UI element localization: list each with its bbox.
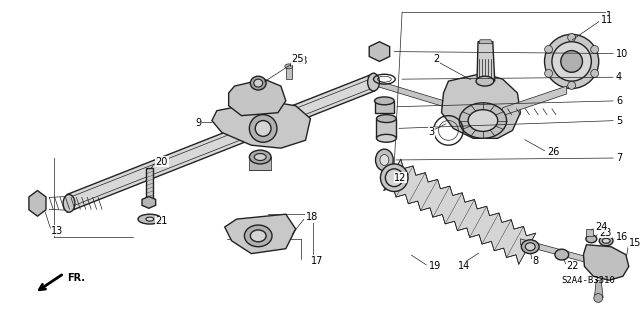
Ellipse shape (244, 225, 272, 247)
Ellipse shape (380, 164, 408, 191)
Ellipse shape (380, 155, 389, 165)
Polygon shape (369, 42, 390, 61)
Text: 9: 9 (195, 118, 201, 128)
Polygon shape (384, 159, 536, 264)
Text: 18: 18 (305, 212, 318, 222)
Ellipse shape (591, 69, 598, 77)
Ellipse shape (254, 79, 262, 87)
Ellipse shape (285, 64, 292, 69)
Text: S2A4-B3310: S2A4-B3310 (562, 276, 616, 285)
Text: 19: 19 (429, 261, 441, 272)
Text: 5: 5 (616, 115, 622, 126)
Ellipse shape (385, 169, 403, 187)
Polygon shape (212, 101, 310, 148)
Ellipse shape (594, 294, 603, 302)
Ellipse shape (545, 45, 552, 53)
Ellipse shape (561, 51, 582, 72)
Polygon shape (286, 66, 292, 79)
Text: FR.: FR. (67, 273, 85, 283)
Ellipse shape (250, 150, 271, 164)
Text: 3: 3 (429, 128, 435, 137)
Ellipse shape (250, 230, 266, 242)
Ellipse shape (138, 214, 162, 224)
Text: 15: 15 (628, 238, 640, 248)
Ellipse shape (568, 33, 575, 41)
Polygon shape (595, 280, 603, 298)
Ellipse shape (376, 135, 396, 142)
Ellipse shape (522, 240, 539, 254)
Text: 18: 18 (296, 56, 308, 66)
Polygon shape (442, 73, 520, 138)
Polygon shape (584, 245, 628, 280)
Text: 10: 10 (616, 49, 628, 59)
Text: 11: 11 (601, 15, 614, 25)
Ellipse shape (552, 42, 591, 81)
Polygon shape (586, 229, 593, 236)
Ellipse shape (602, 238, 610, 243)
Ellipse shape (545, 69, 552, 77)
Polygon shape (479, 40, 493, 44)
Polygon shape (502, 86, 566, 116)
Ellipse shape (460, 103, 507, 138)
Ellipse shape (63, 195, 75, 212)
Text: 25: 25 (292, 54, 304, 65)
Ellipse shape (468, 110, 498, 131)
Text: 4: 4 (616, 72, 622, 82)
Ellipse shape (555, 249, 569, 260)
Text: 21: 21 (156, 216, 168, 226)
Ellipse shape (374, 97, 394, 105)
Polygon shape (372, 79, 502, 125)
Text: 20: 20 (156, 157, 168, 167)
Text: 6: 6 (616, 96, 622, 106)
Ellipse shape (476, 76, 494, 86)
Ellipse shape (599, 236, 613, 246)
Text: 16: 16 (616, 232, 628, 242)
Ellipse shape (545, 34, 599, 88)
Ellipse shape (367, 73, 380, 91)
Ellipse shape (146, 217, 154, 221)
Text: 24: 24 (595, 222, 607, 232)
Polygon shape (250, 157, 271, 170)
Text: 13: 13 (51, 226, 63, 236)
Polygon shape (520, 239, 586, 262)
Text: 7: 7 (616, 153, 622, 163)
Text: 14: 14 (458, 261, 470, 272)
Polygon shape (29, 190, 46, 216)
Ellipse shape (250, 115, 277, 142)
Polygon shape (142, 197, 156, 208)
Ellipse shape (591, 45, 598, 53)
Polygon shape (374, 101, 394, 113)
Ellipse shape (525, 243, 535, 251)
Polygon shape (477, 42, 495, 81)
Ellipse shape (376, 149, 393, 171)
Text: 2: 2 (434, 54, 440, 65)
Ellipse shape (376, 115, 396, 122)
Text: 17: 17 (310, 257, 323, 266)
Text: 23: 23 (599, 228, 612, 238)
Ellipse shape (586, 235, 596, 243)
Text: 12: 12 (394, 173, 406, 183)
Ellipse shape (254, 154, 266, 161)
Text: 8: 8 (532, 257, 538, 266)
Polygon shape (225, 214, 296, 254)
Text: 1: 1 (606, 11, 612, 21)
Polygon shape (376, 119, 396, 138)
Text: 22: 22 (566, 261, 579, 272)
Text: 26: 26 (547, 147, 559, 157)
Polygon shape (67, 73, 374, 212)
Ellipse shape (250, 76, 266, 90)
Ellipse shape (255, 121, 271, 136)
Polygon shape (228, 79, 286, 116)
Polygon shape (146, 168, 153, 204)
Ellipse shape (568, 81, 575, 89)
